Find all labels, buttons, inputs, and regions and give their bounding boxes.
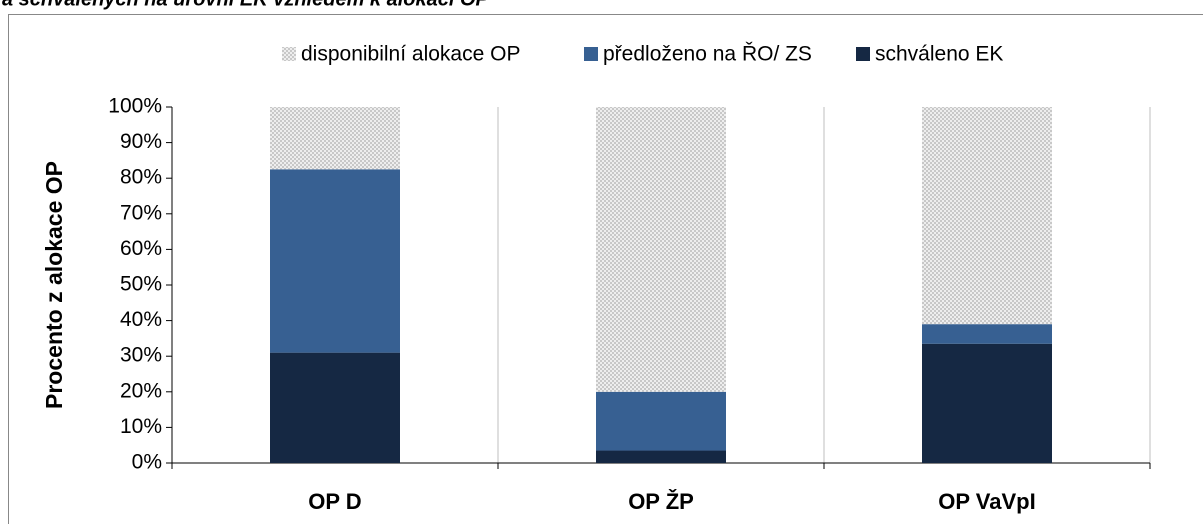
y-tick-label: 60% [120, 237, 162, 260]
bar-segment [270, 169, 400, 353]
legend-swatch [584, 47, 598, 61]
y-tick-label: 100% [108, 95, 162, 118]
bar-segment [270, 352, 400, 463]
y-tick-label: 90% [120, 130, 162, 153]
chart-title: a schválených na úrovni EK vzhledem k al… [2, 0, 490, 10]
bar-segment [596, 450, 726, 463]
legend-swatch [282, 47, 296, 61]
bar-segment [596, 107, 726, 392]
y-tick-label: 20% [120, 379, 162, 402]
y-tick-label: 0% [132, 451, 162, 474]
bar-segment [922, 324, 1052, 344]
bar-segment [270, 107, 400, 170]
y-tick-label: 30% [120, 344, 162, 367]
y-tick-label: 40% [120, 308, 162, 331]
y-axis-title: Procento z alokace OP [41, 161, 67, 409]
bar-segment [922, 107, 1052, 325]
y-tick-label: 50% [120, 273, 162, 296]
x-tick-label: OP ŽP [628, 489, 694, 514]
legend-label: schváleno EK [875, 43, 1003, 66]
chart-border [8, 14, 1203, 524]
legend-label: disponibilní alokace OP [301, 43, 520, 66]
y-tick-label: 10% [120, 415, 162, 438]
bar-segment [922, 343, 1052, 463]
bar-segment [596, 391, 726, 451]
legend-label: předloženo na ŘO/ ZS [603, 43, 812, 66]
y-tick-label: 80% [120, 166, 162, 189]
x-tick-label: OP D [308, 489, 361, 514]
legend-swatch [856, 47, 870, 61]
y-tick-label: 70% [120, 201, 162, 224]
x-tick-label: OP VaVpI [938, 489, 1035, 514]
